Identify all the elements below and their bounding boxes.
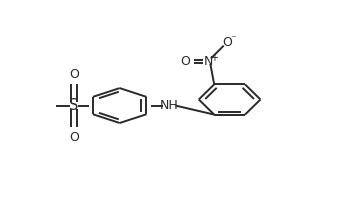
Text: O: O: [180, 55, 190, 68]
Text: S: S: [70, 98, 79, 113]
Text: O: O: [69, 68, 79, 81]
Text: O: O: [69, 131, 79, 144]
Text: N: N: [203, 55, 213, 68]
Text: +: +: [210, 53, 218, 63]
Text: NH: NH: [160, 99, 178, 112]
Text: ⁻: ⁻: [230, 34, 236, 44]
Text: O: O: [222, 36, 232, 49]
